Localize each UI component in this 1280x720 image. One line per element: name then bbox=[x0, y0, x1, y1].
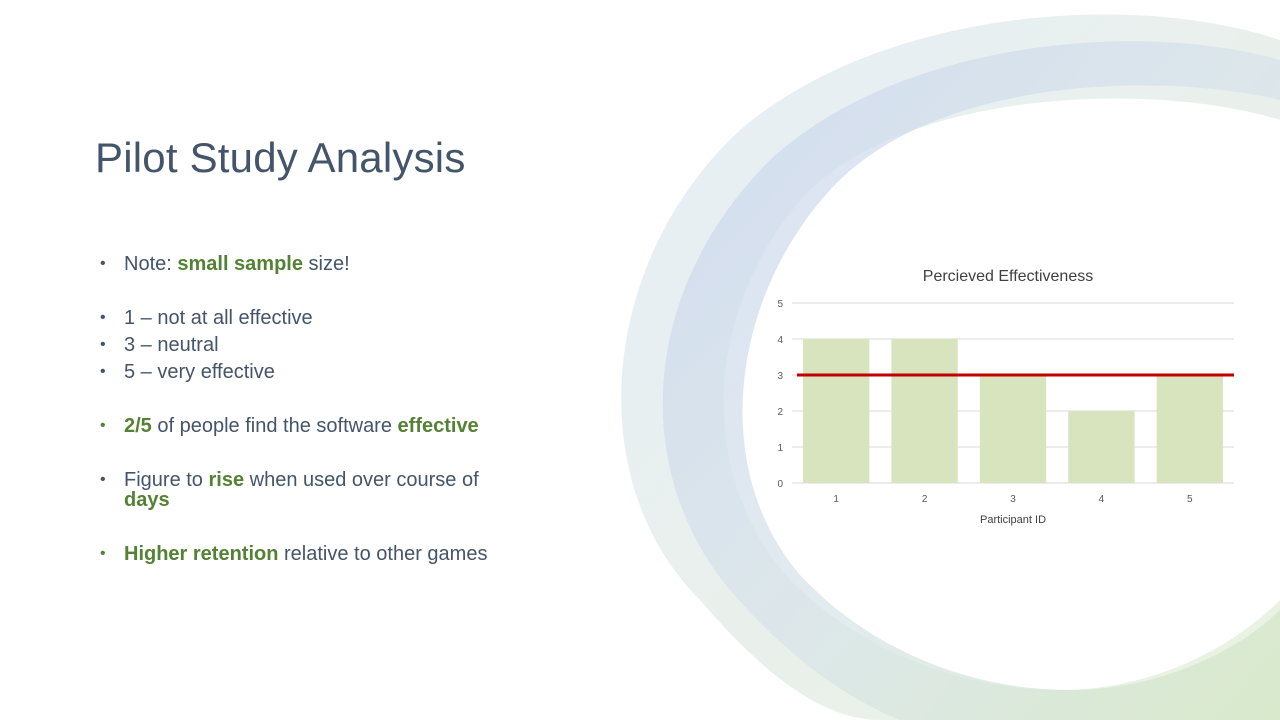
bullet-dot-icon: • bbox=[100, 471, 106, 488]
bullet-text: of people find the software bbox=[151, 415, 398, 437]
bar-participant-1 bbox=[803, 339, 870, 483]
bullet-sample-size: • Note: small sample size! bbox=[100, 254, 520, 274]
bullet-highlight: small sample bbox=[177, 253, 303, 275]
bullet-dot-icon: • bbox=[100, 309, 106, 326]
chart-x-axis-label: Participant ID bbox=[980, 514, 1046, 526]
y-tick-label: 0 bbox=[777, 479, 783, 490]
chart-title: Percieved Effectiveness bbox=[923, 268, 1093, 285]
x-tick-label: 3 bbox=[1010, 494, 1016, 505]
bullet-dot-icon: • bbox=[100, 255, 106, 272]
bar-participant-3 bbox=[979, 375, 1047, 483]
bullet-text: size! bbox=[302, 253, 350, 275]
bullet-scale-1: • 1 – not at all effective bbox=[100, 308, 520, 328]
effectiveness-bar-chart: Percieved Effectiveness 0 1 2 3 4 5 1 2 3 4 5 Par… bbox=[777, 268, 1234, 526]
bullet-scale-5: • 5 – very effective bbox=[100, 362, 520, 382]
chart-x-axis: 1 2 3 4 5 bbox=[833, 494, 1193, 505]
bullet-highlight: rise bbox=[208, 469, 245, 491]
y-tick-label: 4 bbox=[777, 335, 783, 346]
x-tick-label: 4 bbox=[1099, 494, 1105, 505]
x-tick-label: 5 bbox=[1187, 494, 1193, 505]
bullet-dot-icon: • bbox=[100, 417, 106, 434]
bullet-text: relative to other games bbox=[278, 543, 488, 565]
bullet-highlight: effective bbox=[397, 415, 479, 437]
bullet-scale-3: • 3 – neutral bbox=[100, 335, 520, 355]
x-tick-label: 1 bbox=[833, 494, 839, 505]
bullet-text: 3 – neutral bbox=[124, 334, 219, 356]
bullet-text: Figure to bbox=[124, 469, 209, 491]
bullet-dot-icon: • bbox=[100, 545, 106, 562]
bullet-text: 1 – not at all effective bbox=[124, 307, 313, 329]
bullet-figure-rise: • Figure to rise when used over course o… bbox=[100, 470, 520, 510]
slide-title: Pilot Study Analysis bbox=[95, 134, 466, 181]
bullet-dot-icon: • bbox=[100, 336, 106, 353]
y-tick-label: 2 bbox=[777, 407, 783, 418]
bar-participant-5 bbox=[1156, 375, 1223, 483]
bullet-highlight: 2/5 bbox=[124, 415, 152, 437]
bullet-dot-icon: • bbox=[100, 363, 106, 380]
chart-bars bbox=[803, 339, 1223, 483]
bullet-highlight: Higher retention bbox=[124, 543, 279, 565]
chart-y-axis: 0 1 2 3 4 5 bbox=[777, 299, 783, 490]
bar-participant-4 bbox=[1068, 411, 1135, 483]
bullet-text: Note: bbox=[124, 253, 178, 275]
y-tick-label: 5 bbox=[777, 299, 783, 310]
x-tick-label: 2 bbox=[922, 494, 928, 505]
bullet-higher-retention: • Higher retention relative to other gam… bbox=[100, 544, 520, 564]
bullet-highlight: days bbox=[124, 489, 170, 511]
bar-participant-2 bbox=[891, 339, 958, 483]
bullet-text: when used over course of bbox=[244, 469, 479, 491]
bullet-text: 5 – very effective bbox=[124, 361, 275, 383]
y-tick-label: 1 bbox=[777, 443, 783, 454]
bullet-list: • Note: small sample size! • 1 – not at … bbox=[100, 254, 520, 564]
y-tick-label: 3 bbox=[777, 371, 783, 382]
bullet-effective-share: • 2/5 of people find the software effect… bbox=[100, 416, 520, 436]
